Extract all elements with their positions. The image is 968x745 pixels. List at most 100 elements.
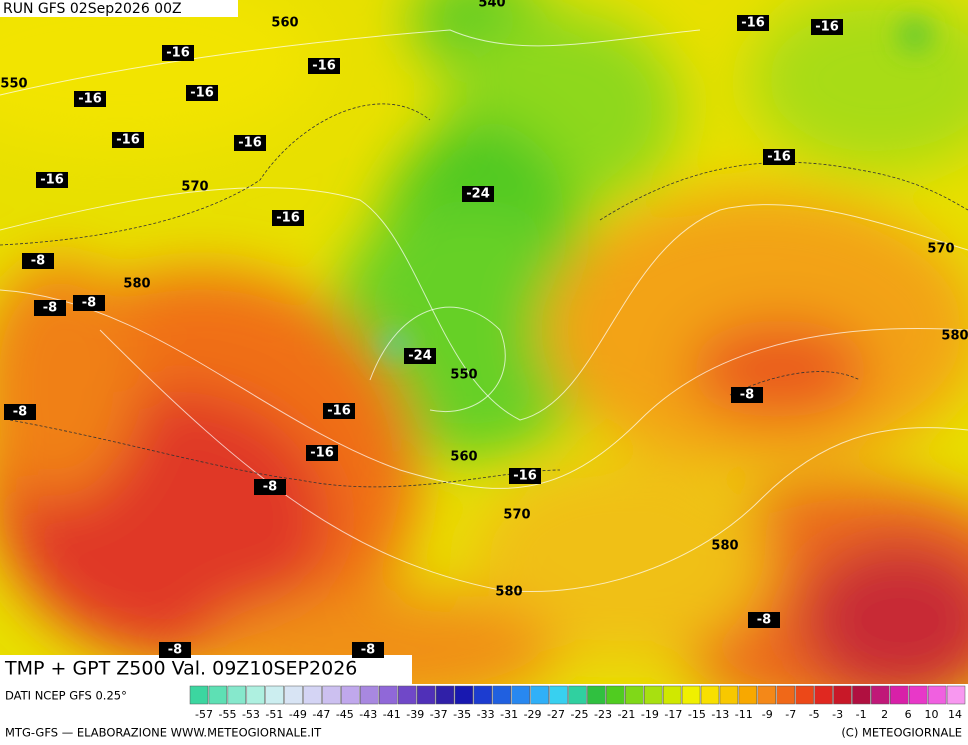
isotherm-box [462,186,494,202]
color-swatch [284,685,303,705]
scale-label: -57 [195,708,213,721]
isotherm-box [162,45,194,61]
scale-label: -29 [524,708,542,721]
color-swatch [265,685,284,705]
isotherm-box [186,85,218,101]
map-labels: 540 560 550 570 580 570 580 550 560 570 580 580 -16 -… [0,0,968,658]
color-swatch [606,685,625,705]
isotherm-label: -8 [13,405,27,420]
isotherm-label: -8 [43,301,57,316]
isotherm-box [36,172,68,188]
map-title: TMP + GPT Z500 Val. 09Z10SEP2026 [4,658,357,680]
color-swatch [416,685,436,705]
scale-label: -25 [571,708,589,721]
contour-label: 550 [0,77,27,92]
scale-label: -17 [664,708,682,721]
color-swatch [473,685,493,705]
color-swatch [587,685,606,705]
color-swatch [511,685,530,705]
scale-label: -43 [359,708,377,721]
color-swatch [454,685,474,705]
color-swatch [625,685,644,705]
scale-label: -7 [785,708,796,721]
isotherm-box [404,348,436,364]
isotherm-box [272,210,304,226]
isotherm-box [352,642,384,658]
scale-label: -19 [641,708,659,721]
color-swatch [662,685,682,705]
isotherm-box [73,295,105,311]
isotherm-label: -8 [31,254,45,269]
color-scale: -57 -55 -53 -51 -49 -47 -45 -43 -41 -39 -37 -35 -33-… [189,685,966,721]
isotherm-box [254,479,286,495]
scale-label: -53 [242,708,260,721]
isotherm-label: -16 [190,86,214,101]
scale-label: -45 [336,708,354,721]
isotherm-label: -8 [263,480,277,495]
isotherm-box [737,15,769,31]
scale-label: 6 [905,708,912,721]
isotherm-label: -8 [361,643,375,658]
scale-label: -11 [735,708,753,721]
scale-label: -13 [711,708,729,721]
scale-label: -15 [688,708,706,721]
color-swatch [700,685,720,705]
contour-label: 570 [503,508,530,523]
isotherm-label: -16 [312,59,336,74]
color-swatch [643,685,663,705]
color-swatch [927,685,947,705]
isotherm-box [323,403,355,419]
isotherm-label: -16 [116,133,140,148]
color-swatch [341,685,360,705]
isotherm-box [74,91,106,107]
isotherm-box [22,253,54,269]
isotherm-box [731,387,763,403]
color-swatch [871,685,890,705]
scale-label: -41 [383,708,401,721]
scale-label: -9 [762,708,773,721]
title-box [0,655,412,684]
color-swatch [227,685,247,705]
isotherm-box [34,300,66,316]
contour-label: 540 [478,0,505,11]
contour-label: 580 [123,277,150,292]
scale-label: -49 [289,708,307,721]
scale-label: -51 [265,708,283,721]
isotherm-label: -16 [327,404,351,419]
color-swatch [890,685,909,705]
scale-label: -39 [406,708,424,721]
scale-label: -21 [617,708,635,721]
scale-label: -47 [312,708,330,721]
isotherm-label: -8 [757,613,771,628]
contour-label: 550 [450,368,477,383]
isotherm-label: -8 [82,296,96,311]
color-swatch [908,685,928,705]
isotherm-label: -8 [168,643,182,658]
contour-label: 560 [271,16,298,31]
color-swatch [530,685,549,705]
isotherm-box [234,135,266,151]
map-field [0,0,968,684]
isotherm-label: -16 [166,46,190,61]
isotherm-box [112,132,144,148]
color-swatch [719,685,739,705]
scale-label: -1 [856,708,867,721]
isotherm-box [509,468,541,484]
color-swatch [795,685,814,705]
isotherm-label: -16 [238,136,262,151]
copyright: (C) METEOGIORNALE [841,726,962,740]
contour-label: 580 [711,539,738,554]
scale-label: 14 [948,708,962,721]
scale-label: -33 [477,708,495,721]
color-swatch [189,685,209,705]
color-swatch [435,685,455,705]
scale-label: -31 [500,708,518,721]
color-swatch [379,685,398,705]
color-swatch [681,685,701,705]
isotherm-label: -16 [767,150,791,165]
isotherm-label: -24 [466,187,490,202]
contour-label: 580 [941,329,968,344]
color-swatch [738,685,758,705]
contour-label: 570 [927,242,954,257]
isotherm-box [4,404,36,420]
